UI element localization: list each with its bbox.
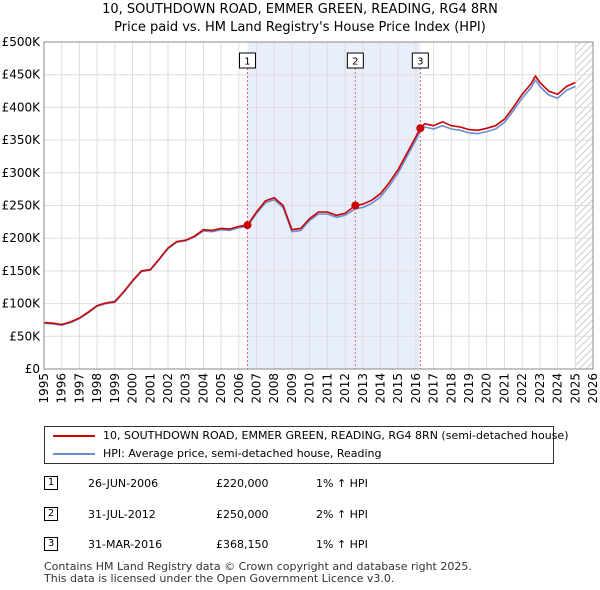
x-tick-label: 2014 bbox=[373, 373, 387, 404]
sale-date: 31-JUL-2012 bbox=[88, 508, 156, 521]
y-tick-label: £300K bbox=[2, 166, 42, 180]
legend-item-hpi: HPI: Average price, semi-detached house,… bbox=[45, 445, 553, 463]
y-tick-label: £450K bbox=[2, 68, 42, 82]
chart-subtitle: Price paid vs. HM Land Registry's House … bbox=[114, 20, 486, 35]
sale-label: 2 bbox=[352, 57, 358, 68]
x-tick-label: 2022 bbox=[515, 373, 529, 404]
legend-swatch-property bbox=[53, 435, 95, 437]
y-tick-label: £500K bbox=[2, 35, 42, 49]
legend-label-property: 10, SOUTHDOWN ROAD, EMMER GREEN, READING… bbox=[103, 429, 569, 442]
y-tick-label: £50K bbox=[9, 329, 41, 343]
sale-price: £220,000 bbox=[216, 477, 269, 490]
sale-hpi: 2% ↑ HPI bbox=[316, 508, 368, 521]
x-tick-label: 1999 bbox=[108, 373, 122, 404]
sale-label-box bbox=[238, 52, 256, 69]
x-tick-label: 2012 bbox=[338, 373, 352, 404]
x-tick-label: 2017 bbox=[427, 373, 441, 404]
sale-hpi: 1% ↑ HPI bbox=[316, 477, 368, 490]
x-tick-label: 2025 bbox=[568, 373, 582, 404]
x-tick-label: 2002 bbox=[161, 373, 175, 404]
sale-label: 3 bbox=[417, 57, 423, 68]
table-row: 1 26-JUN-2006 £220,000 1% ↑ HPI bbox=[44, 474, 564, 494]
table-row: 3 31-MAR-2016 £368,150 1% ↑ HPI bbox=[44, 535, 564, 555]
sale-price: £368,150 bbox=[216, 538, 269, 551]
sale-date: 31-MAR-2016 bbox=[88, 538, 163, 551]
sale-badge: 3 bbox=[44, 537, 58, 551]
sale-badge: 1 bbox=[44, 476, 58, 490]
x-tick-label: 2008 bbox=[267, 373, 281, 404]
plot-frame bbox=[43, 41, 594, 370]
x-tick-label: 2016 bbox=[409, 373, 423, 404]
sale-point bbox=[416, 124, 425, 133]
x-tick-label: 2005 bbox=[214, 373, 228, 404]
x-tick-label: 2024 bbox=[551, 373, 565, 404]
x-tick-label: 2004 bbox=[196, 373, 210, 404]
sale-price: £250,000 bbox=[216, 508, 269, 521]
x-tick-label: 2015 bbox=[391, 373, 405, 404]
price-chart: 1 2 3 £0 £50K £100K £150K £200K £250K £300K £350K… bbox=[2, 35, 600, 404]
table-row: 2 31-JUL-2012 £250,000 2% ↑ HPI bbox=[44, 505, 564, 525]
y-tick-label: £100K bbox=[2, 297, 42, 311]
y-tick-label: £0 bbox=[25, 362, 40, 376]
x-tick-label: 2013 bbox=[356, 373, 370, 404]
sale-point bbox=[351, 201, 360, 210]
y-tick-label: £400K bbox=[2, 100, 42, 114]
x-tick-label: 2003 bbox=[179, 373, 193, 404]
legend-item-property: 10, SOUTHDOWN ROAD, EMMER GREEN, READING… bbox=[45, 427, 568, 445]
sale-hpi: 1% ↑ HPI bbox=[316, 538, 368, 551]
sale-label-box bbox=[346, 52, 364, 69]
x-tick-label: 2010 bbox=[303, 373, 317, 404]
footer-licence: This data is licensed under the Open Gov… bbox=[44, 572, 395, 585]
x-tick-label: 1997 bbox=[72, 373, 86, 404]
footer-copyright: Contains HM Land Registry data © Crown c… bbox=[44, 560, 472, 573]
y-tick-label: £350K bbox=[2, 133, 42, 147]
x-tick-label: 2000 bbox=[126, 373, 140, 404]
sale-date: 26-JUN-2006 bbox=[88, 477, 159, 490]
legend-swatch-hpi bbox=[53, 453, 95, 455]
x-tick-label: 2006 bbox=[232, 373, 246, 404]
x-tick-label: 2026 bbox=[586, 373, 600, 404]
legend-label-hpi: HPI: Average price, semi-detached house,… bbox=[103, 447, 382, 460]
x-tick-label: 2018 bbox=[444, 373, 458, 404]
x-tick-label: 1996 bbox=[55, 373, 69, 404]
x-tick-label: 2023 bbox=[533, 373, 547, 404]
y-tick-label: £250K bbox=[2, 199, 42, 213]
sale-point bbox=[243, 221, 252, 230]
x-tick-label: 2019 bbox=[462, 373, 476, 404]
y-tick-label: £200K bbox=[2, 231, 42, 245]
x-tick-label: 2007 bbox=[250, 373, 264, 404]
x-tick-label: 2009 bbox=[285, 373, 299, 404]
x-tick-label: 1998 bbox=[90, 373, 104, 404]
sale-label-box bbox=[411, 52, 429, 69]
chart-title: 10, SOUTHDOWN ROAD, EMMER GREEN, READING… bbox=[102, 2, 498, 17]
x-tick-label: 2021 bbox=[497, 373, 511, 404]
chart-legend: 10, SOUTHDOWN ROAD, EMMER GREEN, READING… bbox=[44, 426, 568, 464]
x-tick-label: 2020 bbox=[480, 373, 494, 404]
sale-label: 1 bbox=[244, 57, 250, 68]
sale-badge: 2 bbox=[44, 507, 58, 521]
property-series-line bbox=[43, 75, 576, 326]
y-tick-label: £150K bbox=[2, 264, 42, 278]
x-tick-label: 2001 bbox=[143, 373, 157, 404]
x-tick-label: 1995 bbox=[37, 373, 51, 404]
x-tick-label: 2011 bbox=[320, 373, 334, 404]
